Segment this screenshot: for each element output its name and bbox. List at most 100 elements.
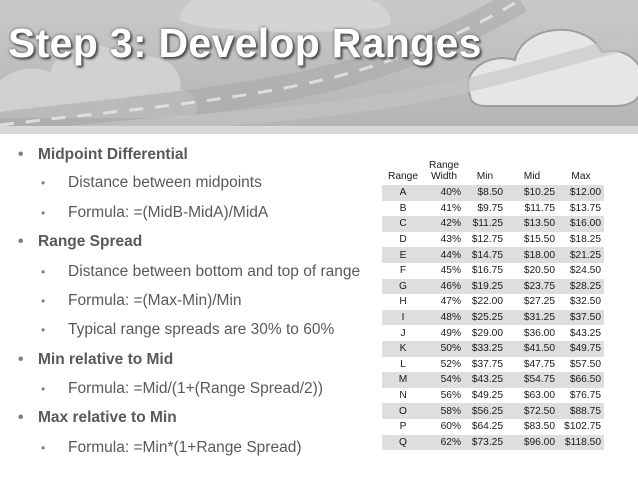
cell-range-width: 42% [424,216,464,232]
cell-range: N [382,387,424,404]
cell-range: B [382,200,424,217]
banner-divider [0,126,638,134]
cell-min: $11.25 [464,216,506,232]
cell-min: $33.25 [464,340,506,357]
bullet-text: Min relative to Mid [38,351,174,368]
cell-min: $29.00 [464,325,506,341]
cell-max: $43.25 [558,325,604,341]
cell-range: E [382,247,424,263]
cell-max: $24.50 [558,262,604,279]
cell-range: H [382,294,424,310]
cell-min: $56.25 [464,403,506,419]
cell-mid: $36.00 [506,325,558,341]
cell-max: $28.25 [558,278,604,295]
cell-mid: $10.25 [506,185,558,201]
table-row: M 54% $43.25 $54.75 $66.50 [382,372,604,388]
cell-max: $88.75 [558,403,604,419]
cell-max: $66.50 [558,372,604,388]
cell-mid: $27.25 [506,294,558,310]
bullet-dot-icon: • [18,409,24,426]
bullet-level1: • Midpoint Differential [18,146,188,164]
table-row: Q 62% $73.25 $96.00 $118.50 [382,434,604,451]
bullet-text: Formula: =Min*(1+Range Spread) [68,439,302,456]
cell-max: $18.25 [558,231,604,248]
cell-max: $37.50 [558,309,604,326]
bullet-text: Distance between midpoints [68,174,262,191]
bullet-level1: • Min relative to Mid [18,351,173,369]
cell-min: $19.25 [464,278,506,295]
cloud-top-graphic [180,0,391,32]
cell-min: $14.75 [464,247,506,263]
cell-range-width: 43% [424,231,464,248]
cell-range: K [382,340,424,357]
cell-mid: $96.00 [506,434,558,451]
cell-range-width: 54% [424,372,464,388]
cell-range: G [382,278,424,295]
cell-range: I [382,309,424,326]
cell-min: $64.25 [464,418,506,435]
cell-range-width: 47% [424,294,464,310]
bullet-text: Formula: =(Max-Min)/Min [68,292,242,309]
cell-max: $16.00 [558,216,604,232]
table-row: P 60% $64.25 $83.50 $102.75 [382,418,604,435]
cell-mid: $11.75 [506,200,558,217]
header-mid: Mid [523,171,541,183]
cell-min: $49.25 [464,387,506,404]
cell-min: $9.75 [464,200,506,217]
cell-range: O [382,403,424,419]
cell-min: $16.75 [464,262,506,279]
cell-range: P [382,418,424,435]
cell-range-width: 48% [424,309,464,326]
bullet-dot-icon: • [41,206,46,220]
table-row: H 47% $22.00 $27.25 $32.50 [382,294,604,310]
cell-range-width: 46% [424,278,464,295]
cell-range: L [382,356,424,373]
bullet-dot-icon: • [41,294,46,308]
bullet-level2: • Typical range spreads are 30% to 60% [41,321,334,339]
table-row: O 58% $56.25 $72.50 $88.75 [382,403,604,419]
bullet-level2: • Formula: =Min*(1+Range Spread) [41,439,301,457]
cell-range: D [382,231,424,248]
bullet-level2: • Distance between bottom and top of rang… [41,263,360,281]
cell-mid: $72.50 [506,403,558,419]
cell-range: J [382,325,424,341]
header-range-width: Range Width [424,149,464,185]
bullet-dot-icon: • [41,382,46,396]
bullet-text: Max relative to Min [38,409,177,426]
bullet-text: Distance between bottom and top of range [68,263,361,280]
table-body: A 40% $8.50 $10.25 $12.00 B 41% $9.75 $11.75 $13.… [382,185,604,451]
bullet-dot-icon: • [41,176,46,190]
cell-min: $37.75 [464,356,506,373]
bullet-dot-icon: • [18,233,24,250]
bullet-text: Typical range spreads are 30% to 60% [68,321,335,338]
bullet-text: Formula: =(MidB-MidA)/MidA [68,204,269,221]
cell-mid: $23.75 [506,278,558,295]
cell-range-width: 56% [424,387,464,404]
table-row: K 50% $33.25 $41.50 $49.75 [382,340,604,357]
table-row: D 43% $12.75 $15.50 $18.25 [382,231,604,248]
cell-max: $49.75 [558,340,604,357]
bullet-dot-icon: • [18,351,24,368]
cell-range-width: 62% [424,434,464,451]
cell-range: F [382,262,424,279]
cell-max: $12.00 [558,185,604,201]
cell-range-width: 52% [424,356,464,373]
cell-mid: $54.75 [506,372,558,388]
cell-min: $12.75 [464,231,506,248]
table-row: F 45% $16.75 $20.50 $24.50 [382,262,604,279]
cell-max: $13.75 [558,200,604,217]
cell-max: $32.50 [558,294,604,310]
bullet-text: Midpoint Differential [38,146,188,163]
cell-max: $102.75 [558,418,604,435]
cell-range-width: 60% [424,418,464,435]
range-table: Range Range Width Min Mid Max A 40% $8.50 $1… [382,149,604,451]
table-row: N 56% $49.25 $63.00 $76.75 [382,387,604,404]
road-dash-graphic [0,0,521,127]
bullet-text: Range Spread [38,233,143,250]
table-row: A 40% $8.50 $10.25 $12.00 [382,185,604,201]
cell-min: $8.50 [464,185,506,201]
cell-min: $43.25 [464,372,506,388]
bullet-dot-icon: • [41,265,46,279]
cell-range: C [382,216,424,232]
bullet-text: Formula: =Mid/(1+(Range Spread/2)) [68,380,324,397]
